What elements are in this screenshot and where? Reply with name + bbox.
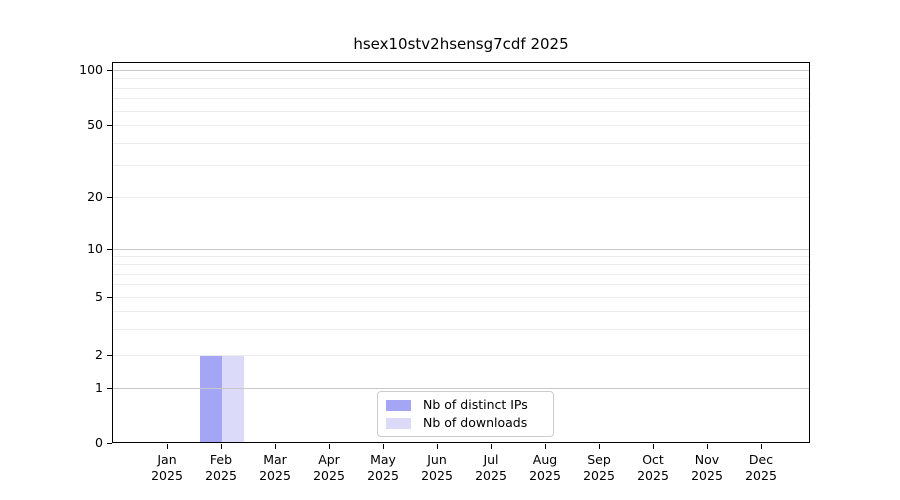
plot-area: [112, 62, 810, 443]
y-tick-mark: [107, 442, 112, 444]
y-gridline-minor: [113, 355, 809, 356]
x-tick-year: 2025: [367, 468, 399, 483]
x-tick-month: Sep: [587, 452, 611, 467]
y-tick-mark: [107, 248, 112, 250]
y-tick-mark: [107, 69, 112, 71]
x-tick-year: 2025: [583, 468, 615, 483]
x-tick-month: Jul: [483, 452, 499, 467]
legend: Nb of distinct IPs Nb of downloads: [377, 391, 554, 437]
y-tick-label: 10: [87, 241, 103, 256]
x-tick-month: Aug: [532, 452, 558, 467]
y-tick-mark: [107, 296, 112, 298]
legend-item-downloads: Nb of downloads: [386, 416, 545, 430]
x-tick-label: Jul 2025: [459, 452, 523, 484]
x-tick-month: Oct: [642, 452, 664, 467]
x-tick-year: 2025: [151, 468, 183, 483]
y-gridline-minor: [113, 87, 809, 89]
y-gridline-minor: [113, 197, 809, 198]
x-tick-month: Nov: [694, 452, 720, 467]
y-tick-label: 2: [95, 347, 103, 362]
y-gridline-minor: [113, 311, 809, 313]
x-tick-year: 2025: [745, 468, 777, 483]
legend-label-downloads: Nb of downloads: [423, 415, 528, 430]
x-tick-label: Mar 2025: [243, 452, 307, 484]
x-tick-mark: [544, 444, 546, 449]
y-tick-mark: [107, 124, 112, 126]
y-gridline-minor: [113, 284, 809, 286]
x-tick-mark: [220, 444, 222, 449]
x-tick-label: Oct 2025: [621, 452, 685, 484]
y-gridline-minor: [113, 264, 809, 266]
x-tick-mark: [382, 444, 384, 449]
x-tick-year: 2025: [637, 468, 669, 483]
x-tick-month: Jan: [157, 452, 177, 467]
y-gridline-major: [113, 70, 809, 71]
y-tick-label: 0: [95, 435, 103, 450]
chart-title: hsex10stv2hsensg7cdf 2025: [353, 35, 569, 53]
x-tick-month: Mar: [263, 452, 287, 467]
x-tick-label: Feb 2025: [189, 452, 253, 484]
y-gridline-minor: [113, 297, 809, 298]
y-gridline-minor: [113, 98, 809, 100]
x-tick-mark: [760, 444, 762, 449]
y-tick-label: 20: [87, 189, 103, 204]
x-tick-mark: [328, 444, 330, 449]
y-tick-label: 1: [95, 380, 103, 395]
y-gridline-minor: [113, 273, 809, 275]
x-tick-year: 2025: [313, 468, 345, 483]
x-tick-month: Apr: [318, 452, 340, 467]
x-tick-month: May: [370, 452, 396, 467]
bar-distinct-ips: [200, 356, 222, 442]
y-gridline-minor: [113, 78, 809, 80]
x-tick-label: Dec 2025: [729, 452, 793, 484]
x-tick-year: 2025: [475, 468, 507, 483]
y-tick-mark: [107, 387, 112, 389]
x-tick-year: 2025: [205, 468, 237, 483]
x-tick-year: 2025: [691, 468, 723, 483]
y-gridline-minor: [113, 329, 809, 331]
x-tick-label: Apr 2025: [297, 452, 361, 484]
y-tick-mark: [107, 354, 112, 356]
y-tick-label: 50: [87, 117, 103, 132]
x-tick-mark: [652, 444, 654, 449]
legend-label-distinct-ips: Nb of distinct IPs: [423, 397, 528, 412]
x-tick-month: Jun: [427, 452, 447, 467]
x-tick-label: Sep 2025: [567, 452, 631, 484]
y-gridline-minor: [113, 110, 809, 112]
x-tick-year: 2025: [421, 468, 453, 483]
x-tick-mark: [274, 444, 276, 449]
x-tick-label: Jun 2025: [405, 452, 469, 484]
x-tick-label: Aug 2025: [513, 452, 577, 484]
legend-swatch-downloads: [386, 417, 411, 429]
x-tick-month: Feb: [209, 452, 233, 467]
legend-item-distinct-ips: Nb of distinct IPs: [386, 398, 545, 412]
y-gridline-minor: [113, 142, 809, 144]
y-gridline-major: [113, 388, 809, 389]
y-gridline-minor: [113, 125, 809, 126]
x-tick-mark: [436, 444, 438, 449]
y-gridline-minor: [113, 256, 809, 258]
y-gridline-minor: [113, 165, 809, 167]
y-gridline-major: [113, 249, 809, 250]
x-tick-year: 2025: [259, 468, 291, 483]
x-tick-label: Jan 2025: [135, 452, 199, 484]
y-tick-label: 5: [95, 289, 103, 304]
x-tick-year: 2025: [529, 468, 561, 483]
x-tick-mark: [706, 444, 708, 449]
y-tick-label: 100: [79, 62, 103, 77]
bar-downloads: [222, 356, 244, 442]
x-tick-mark: [598, 444, 600, 449]
x-tick-label: Nov 2025: [675, 452, 739, 484]
x-tick-mark: [490, 444, 492, 449]
x-tick-mark: [166, 444, 168, 449]
legend-swatch-distinct-ips: [386, 399, 411, 411]
x-tick-label: May 2025: [351, 452, 415, 484]
x-tick-month: Dec: [748, 452, 774, 467]
y-tick-mark: [107, 196, 112, 198]
